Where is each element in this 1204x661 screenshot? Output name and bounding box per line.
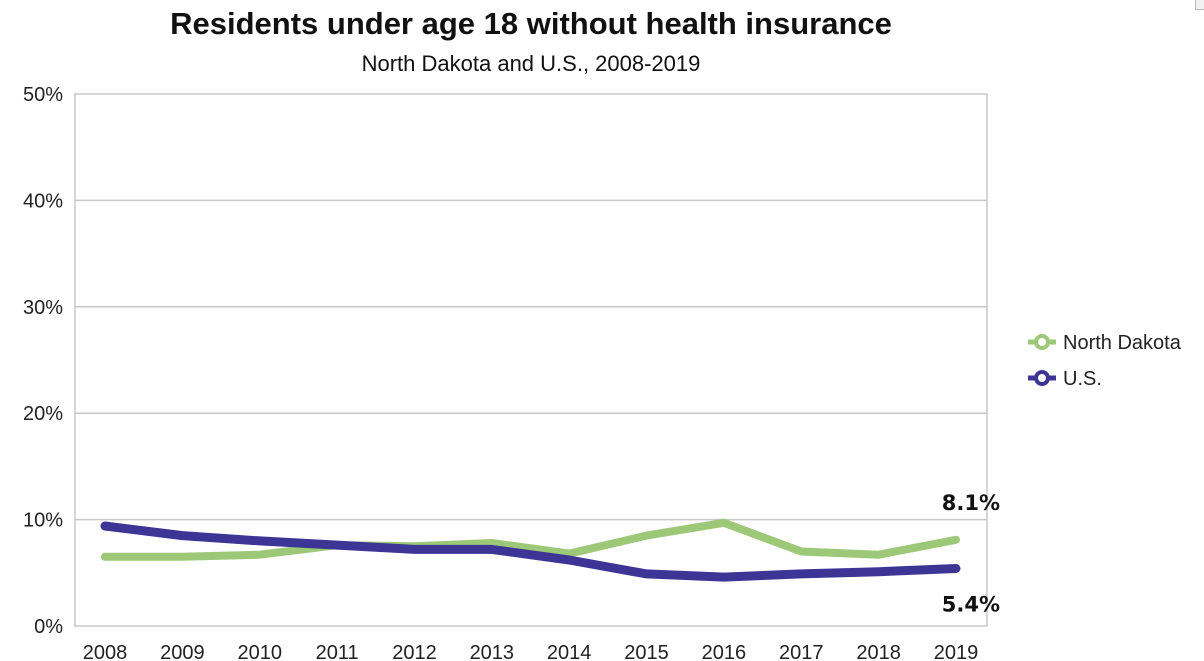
data-labels: 8.1% 5.4% bbox=[942, 491, 1000, 617]
gridlines bbox=[75, 199, 987, 521]
legend-marker-u-s bbox=[1034, 370, 1050, 386]
y-tick-label: 10% bbox=[23, 510, 63, 532]
y-tick-label: 50% bbox=[23, 84, 63, 106]
x-tick-label: 2009 bbox=[160, 642, 205, 661]
x-tick-label: 2016 bbox=[702, 642, 747, 661]
x-tick-label: 2015 bbox=[624, 642, 669, 661]
x-axis: 2008 2009 2010 2011 2012 2013 2014 2015 2016 2017… bbox=[83, 642, 979, 661]
x-tick-label: 2012 bbox=[392, 642, 437, 661]
series-line-u-s bbox=[100, 521, 961, 582]
y-tick-label: 30% bbox=[23, 297, 63, 319]
resize-corner-icon[interactable] bbox=[1195, 0, 1204, 10]
plot-area bbox=[74, 93, 988, 627]
x-tick-label: 2014 bbox=[547, 642, 592, 661]
x-tick-label: 2011 bbox=[316, 642, 359, 661]
x-tick-label: 2013 bbox=[470, 642, 515, 661]
x-tick-label: 2018 bbox=[856, 642, 901, 661]
legend-label-u-s: U.S. bbox=[1063, 368, 1102, 390]
y-axis: 0% 10% 20% 30% 40% 50% bbox=[23, 84, 63, 638]
y-tick-label: 40% bbox=[23, 190, 63, 212]
legend-marker-north-dakota bbox=[1034, 334, 1050, 350]
series-lines bbox=[100, 518, 961, 582]
data-label-u-s-2019: 5.4% bbox=[942, 593, 1000, 617]
plot-border bbox=[74, 93, 988, 627]
x-tick-label: 2019 bbox=[934, 642, 979, 661]
x-tick-label: 2010 bbox=[237, 642, 282, 661]
legend-label-north-dakota: North Dakota bbox=[1063, 332, 1182, 354]
legend: North Dakota U.S. bbox=[1028, 332, 1182, 390]
chart-subtitle: North Dakota and U.S., 2008-2019 bbox=[362, 51, 701, 76]
x-tick-label: 2008 bbox=[83, 642, 128, 661]
data-label-north-dakota-2019: 8.1% bbox=[942, 491, 1000, 515]
y-tick-label: 0% bbox=[34, 616, 63, 638]
series-line-north-dakota bbox=[101, 518, 960, 561]
chart-title: Residents under age 18 without health in… bbox=[170, 6, 892, 41]
x-tick-label: 2017 bbox=[779, 642, 824, 661]
y-tick-label: 20% bbox=[23, 403, 63, 425]
